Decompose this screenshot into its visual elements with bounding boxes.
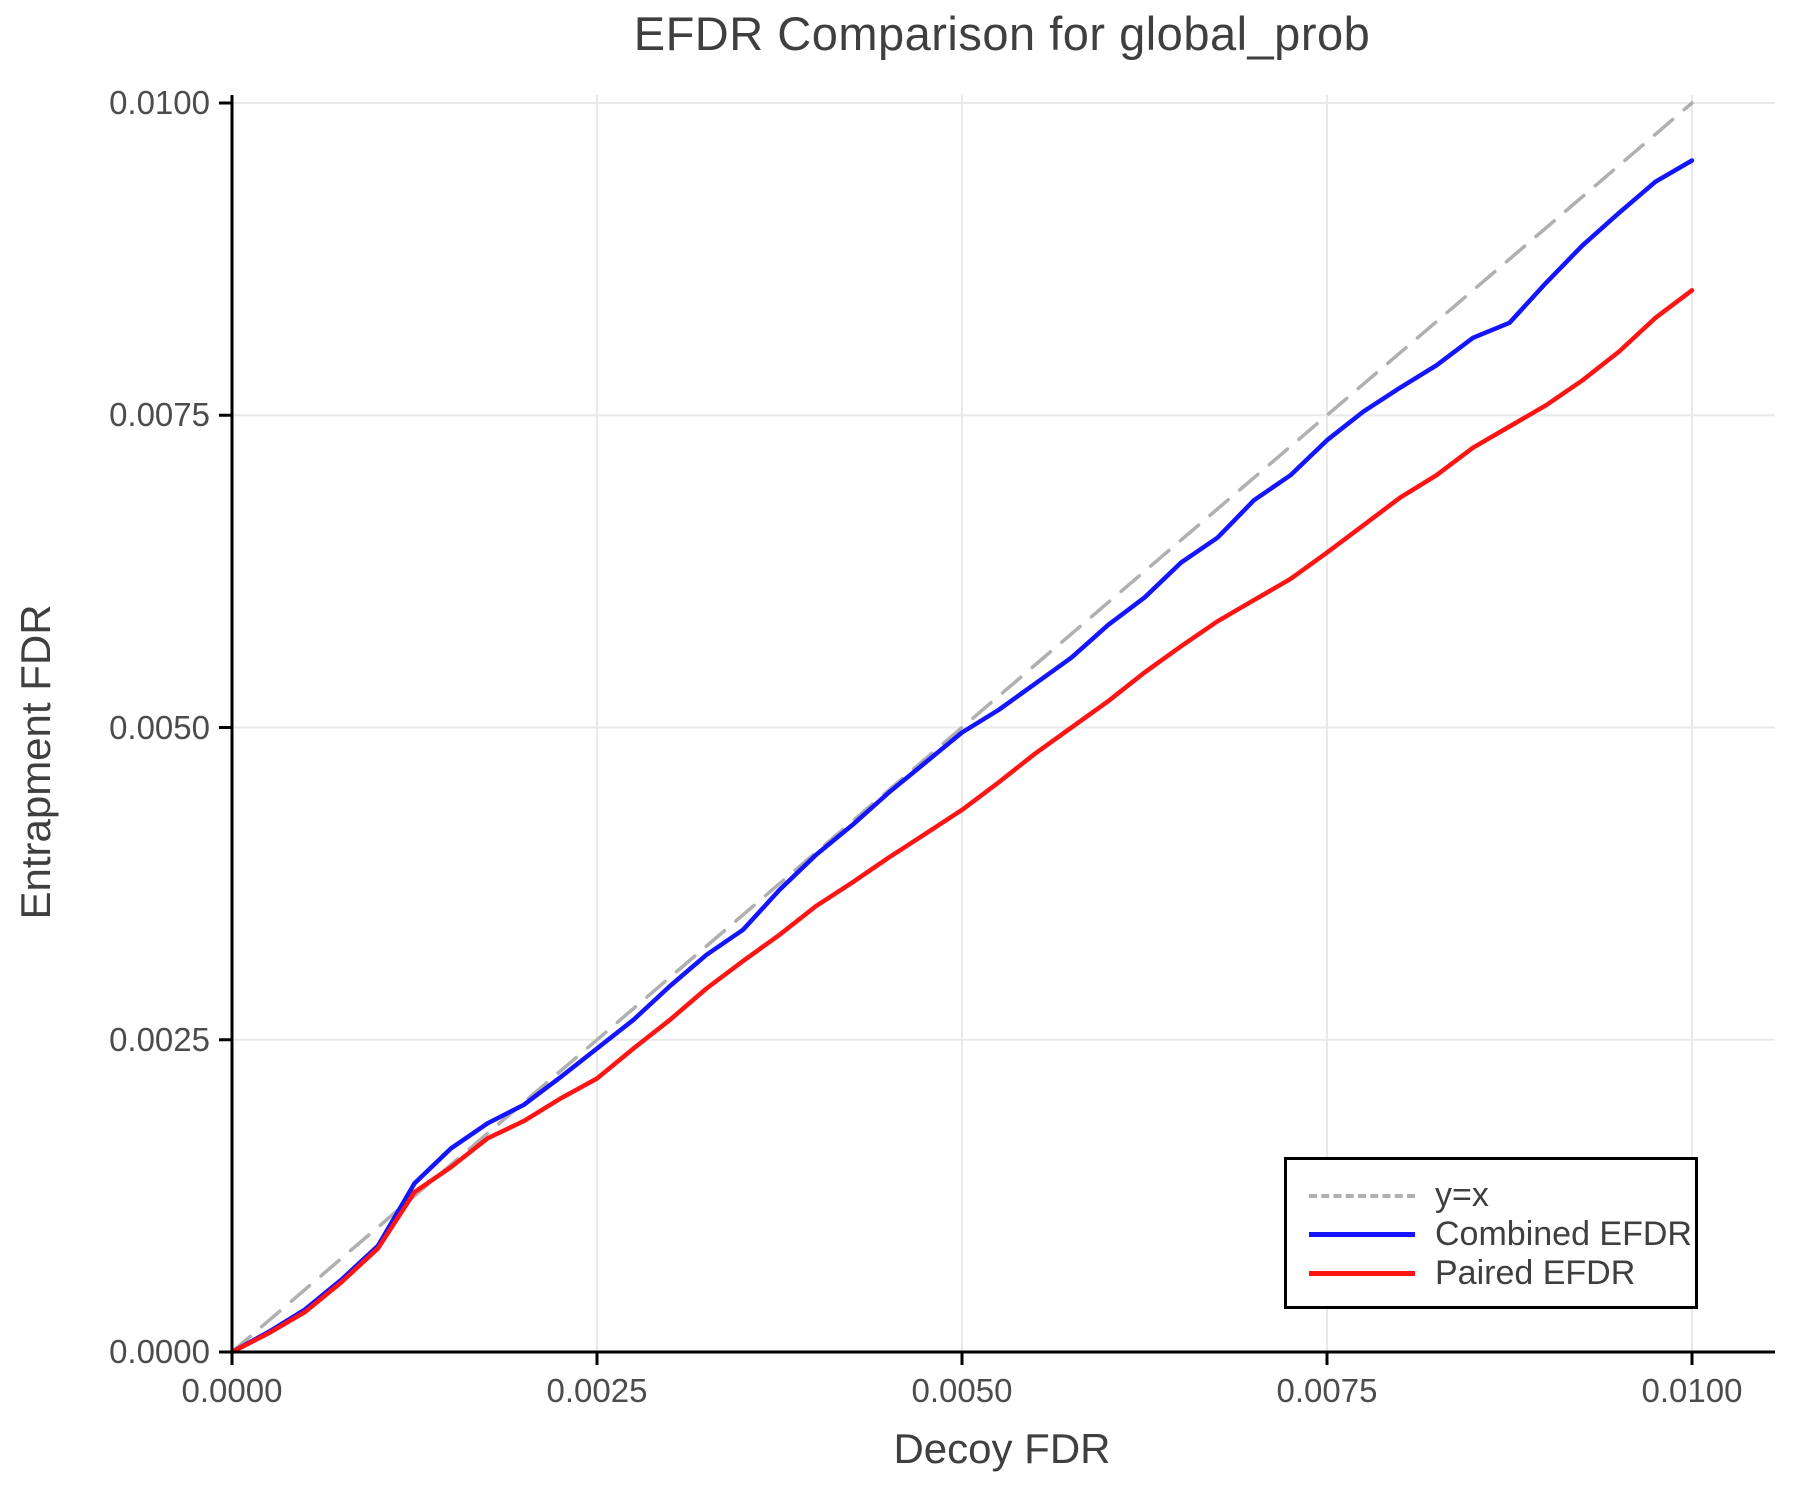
combined-efdr-line: [229, 158, 1695, 1355]
legend-item-identity: y=x: [1309, 1176, 1695, 1215]
x-axis-label: Decoy FDR: [893, 1425, 1111, 1472]
paired-efdr-line: [229, 288, 1695, 1355]
legend-label-paired-efdr: Paired EFDR: [1435, 1254, 1636, 1292]
legend-label-combined-efdr: Combined EFDR: [1435, 1215, 1692, 1253]
legend-item-combined-efdr: Combined EFDR: [1309, 1215, 1695, 1254]
legend: y=x Combined EFDR Paired EFDR: [1284, 1157, 1698, 1309]
legend-item-paired-efdr: Paired EFDR: [1309, 1254, 1695, 1293]
paired-efdr-line-sample: [1309, 1271, 1415, 1276]
identity-line: [230, 101, 1694, 1354]
identity-line-sample: [1309, 1193, 1415, 1198]
chart-title: EFDR Comparison for global_prob: [633, 7, 1371, 60]
legend-label-identity: y=x: [1435, 1176, 1489, 1214]
combined-efdr-line-sample: [1309, 1232, 1415, 1237]
y-axis-label: Entrapment FDR: [12, 604, 59, 920]
